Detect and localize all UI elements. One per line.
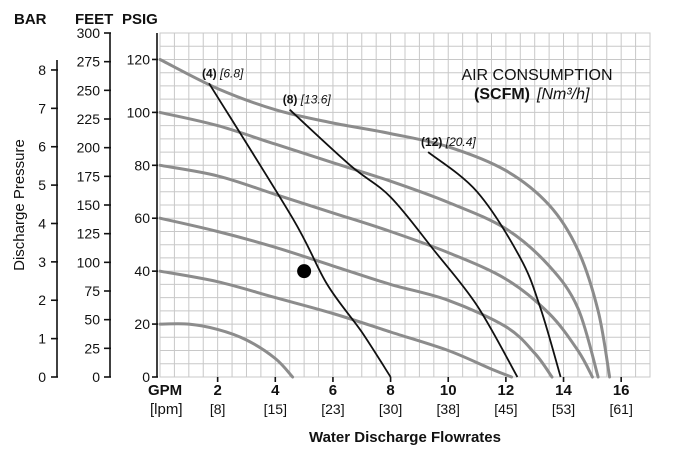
psig-tick-label: 40 (134, 263, 150, 279)
x-tick-label: 16 (613, 382, 630, 399)
psig-tick-label: 100 (127, 104, 151, 120)
x-tick-label: 12 (498, 382, 515, 399)
air-line-label: (8) [13.6] (283, 93, 332, 107)
x-tick-label-lpm: [61] (609, 401, 632, 417)
bar-tick-label: 8 (38, 62, 46, 78)
pressure-curves (158, 58, 612, 379)
pressure-curve (158, 110, 600, 379)
axes (51, 32, 622, 382)
bar-tick-label: 6 (38, 139, 46, 155)
y-axis-title: Discharge Pressure (11, 139, 28, 271)
x-tick-label: 2 (213, 382, 221, 399)
grid (159, 32, 651, 378)
feet-tick-label: 50 (84, 312, 100, 328)
pressure-curve (158, 269, 514, 379)
pressure-curve (158, 216, 554, 379)
x-tick-label: 14 (555, 382, 572, 399)
bar-tick-label: 0 (38, 369, 46, 385)
air-consumption-line (289, 109, 519, 378)
bar-tick-label: 3 (38, 254, 46, 270)
feet-unit-header: FEET (75, 11, 113, 28)
bar-tick-label: 1 (38, 331, 46, 347)
labels: 0204060801001200255075100125150175200225… (38, 25, 633, 417)
x-axis-title: Water Discharge Flowrates (309, 429, 501, 446)
x-tick-label-lpm: [45] (494, 401, 517, 417)
plot-frame (159, 32, 651, 378)
pressure-curve (158, 163, 594, 379)
air-consumption-line (208, 82, 392, 378)
x-tick-label-lpm: [53] (552, 401, 575, 417)
air-consumption-lines: (4) [6.8] (8) [13.6] (12) [20.4] (202, 66, 562, 378)
air-line-label: (12) [20.4] (421, 135, 476, 149)
x-tick-label: 4 (271, 382, 280, 399)
pressure-curve (158, 58, 612, 379)
feet-tick-label: 175 (77, 168, 101, 184)
psig-tick-label: 20 (134, 316, 150, 332)
psig-tick-label: 120 (127, 51, 151, 67)
x-tick-label-lpm: [23] (321, 401, 344, 417)
bar-tick-label: 2 (38, 292, 46, 308)
feet-tick-label: 25 (84, 340, 100, 356)
air-consumption-title: AIR CONSUMPTION (461, 67, 612, 84)
feet-tick-label: 75 (84, 283, 100, 299)
x-tick-label: 8 (386, 382, 394, 399)
scfm-unit-label: (SCFM) (474, 86, 530, 103)
x-tick-label-lpm: [8] (210, 401, 226, 417)
feet-tick-label: 125 (77, 226, 101, 242)
lpm-unit-label: [lpm] (150, 401, 183, 418)
psig-tick-label: 0 (142, 369, 150, 385)
feet-tick-label: 100 (77, 254, 101, 270)
psig-tick-label: 80 (134, 157, 150, 173)
x-tick-label-lpm: [30] (379, 401, 402, 417)
bar-tick-label: 7 (38, 100, 46, 116)
feet-tick-label: 200 (77, 140, 101, 156)
feet-tick-label: 250 (77, 82, 101, 98)
nm3h-unit-label: [Nm³/h] (536, 86, 590, 103)
air-line-label: (4) [6.8] (202, 66, 244, 80)
feet-tick-label: 300 (77, 25, 101, 41)
feet-tick-label: 150 (77, 197, 101, 213)
x-tick-label: 6 (329, 382, 337, 399)
x-tick-label: 10 (440, 382, 457, 399)
psig-unit-header: PSIG (122, 11, 158, 28)
psig-tick-label: 60 (134, 210, 150, 226)
gpm-unit-label: GPM (148, 382, 182, 399)
x-tick-label-lpm: [38] (437, 401, 460, 417)
bar-tick-label: 4 (38, 215, 46, 231)
bar-tick-label: 5 (38, 177, 46, 193)
bar-unit-header: BAR (14, 11, 47, 28)
feet-tick-label: 0 (92, 369, 100, 385)
pressure-curve (158, 322, 295, 379)
feet-tick-label: 225 (77, 111, 101, 127)
air-consumption-line (427, 151, 562, 378)
x-tick-label-lpm: [15] (264, 401, 287, 417)
operating-point (297, 264, 312, 279)
feet-tick-label: 275 (77, 54, 101, 70)
